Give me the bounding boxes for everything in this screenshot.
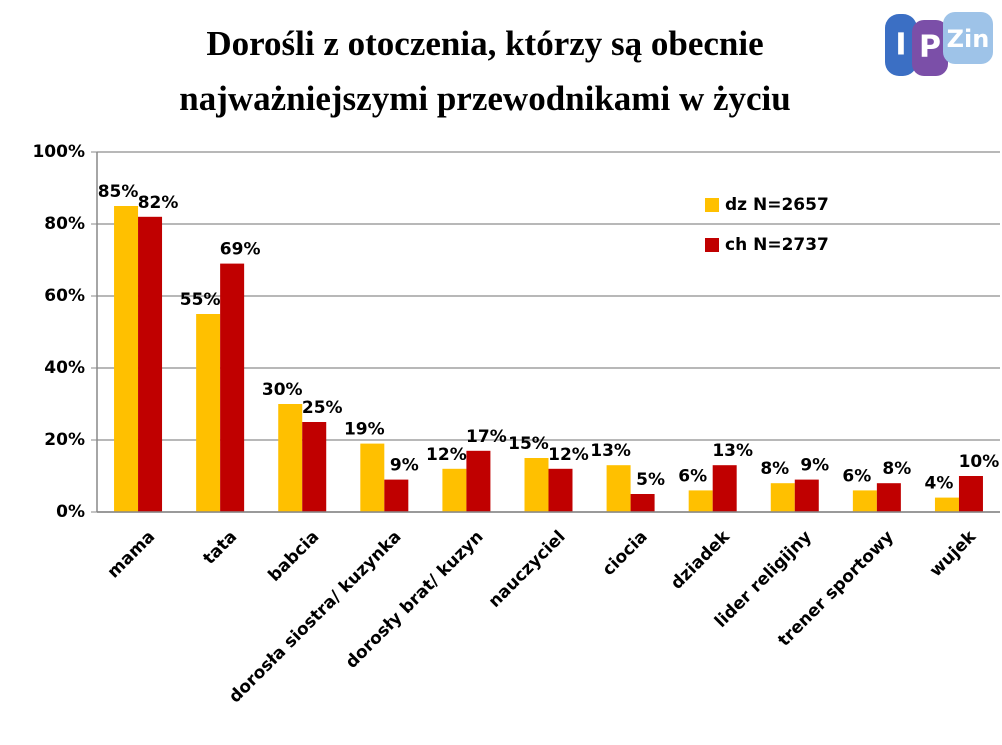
bar [958,476,983,512]
logo-piece [912,20,948,76]
data-label: 12% [548,445,589,465]
bar [770,483,795,512]
data-label: 30% [262,380,303,400]
x-tick-label: wujek [926,526,981,581]
y-tick-label: 0% [56,502,85,522]
legend-label: ch N=2737 [725,235,829,255]
data-label: 69% [220,240,261,260]
bar [360,443,385,512]
logo-piece [943,12,993,64]
bar [442,468,467,512]
data-label: 12% [426,445,467,465]
x-tick-label: dorosła siostra/ kuzynka [225,527,405,707]
bar [384,479,409,512]
data-label: 55% [180,290,221,310]
bar [934,497,959,512]
data-label: 8% [760,459,789,479]
bar [220,263,245,512]
legend-swatch [705,198,719,212]
y-tick-label: 60% [44,286,85,306]
bar [196,314,221,512]
bar [302,422,327,512]
data-label: 13% [712,441,753,461]
data-label: 9% [800,456,829,476]
data-label: 8% [882,459,911,479]
data-label: 9% [390,456,419,476]
data-label: 10% [959,452,1000,472]
chart-title: najważniejszymi przewodnikami w życiu [179,79,790,118]
bar [606,465,631,512]
bar [138,216,163,513]
x-tick-label: dorosły brat/ kuzyn [342,527,488,673]
legend-swatch [705,238,719,252]
bar [876,483,901,512]
x-tick-label: babcia [264,527,323,586]
x-tick-label: nauczyciel [485,527,570,612]
logo-text: P [919,30,941,65]
x-tick-label: ciocia [599,527,652,580]
data-label: 13% [590,441,631,461]
bar [114,206,139,512]
logo: I P Zin [885,12,993,76]
x-tick-label: dziadek [667,526,734,593]
y-tick-label: 20% [44,430,85,450]
bar [852,490,877,512]
data-label: 85% [98,182,139,202]
logo-piece [885,14,917,76]
bar [712,465,737,512]
chart-title: Dorośli z otoczenia, którzy są obecnie [206,24,763,63]
bar [548,468,573,512]
data-label: 4% [925,474,954,494]
data-label: 17% [466,427,507,447]
data-label: 25% [302,398,343,418]
bar [794,479,819,512]
x-tick-label: mama [104,527,159,582]
y-tick-label: 80% [44,214,85,234]
bar [466,450,491,512]
bar [688,490,713,512]
data-label: 82% [138,193,179,213]
bar [278,404,303,512]
logo-text: I [895,28,906,63]
y-tick-label: 40% [44,358,85,378]
data-label: 5% [636,470,665,490]
data-label: 15% [508,434,549,454]
bar [524,458,549,512]
logo-text: Zin [947,25,990,53]
x-tick-label: tata [199,527,241,569]
bar [630,494,655,512]
y-tick-label: 100% [32,142,85,162]
legend-label: dz N=2657 [725,195,829,215]
data-label: 6% [678,466,707,486]
data-label: 19% [344,420,385,440]
data-label: 6% [842,466,871,486]
